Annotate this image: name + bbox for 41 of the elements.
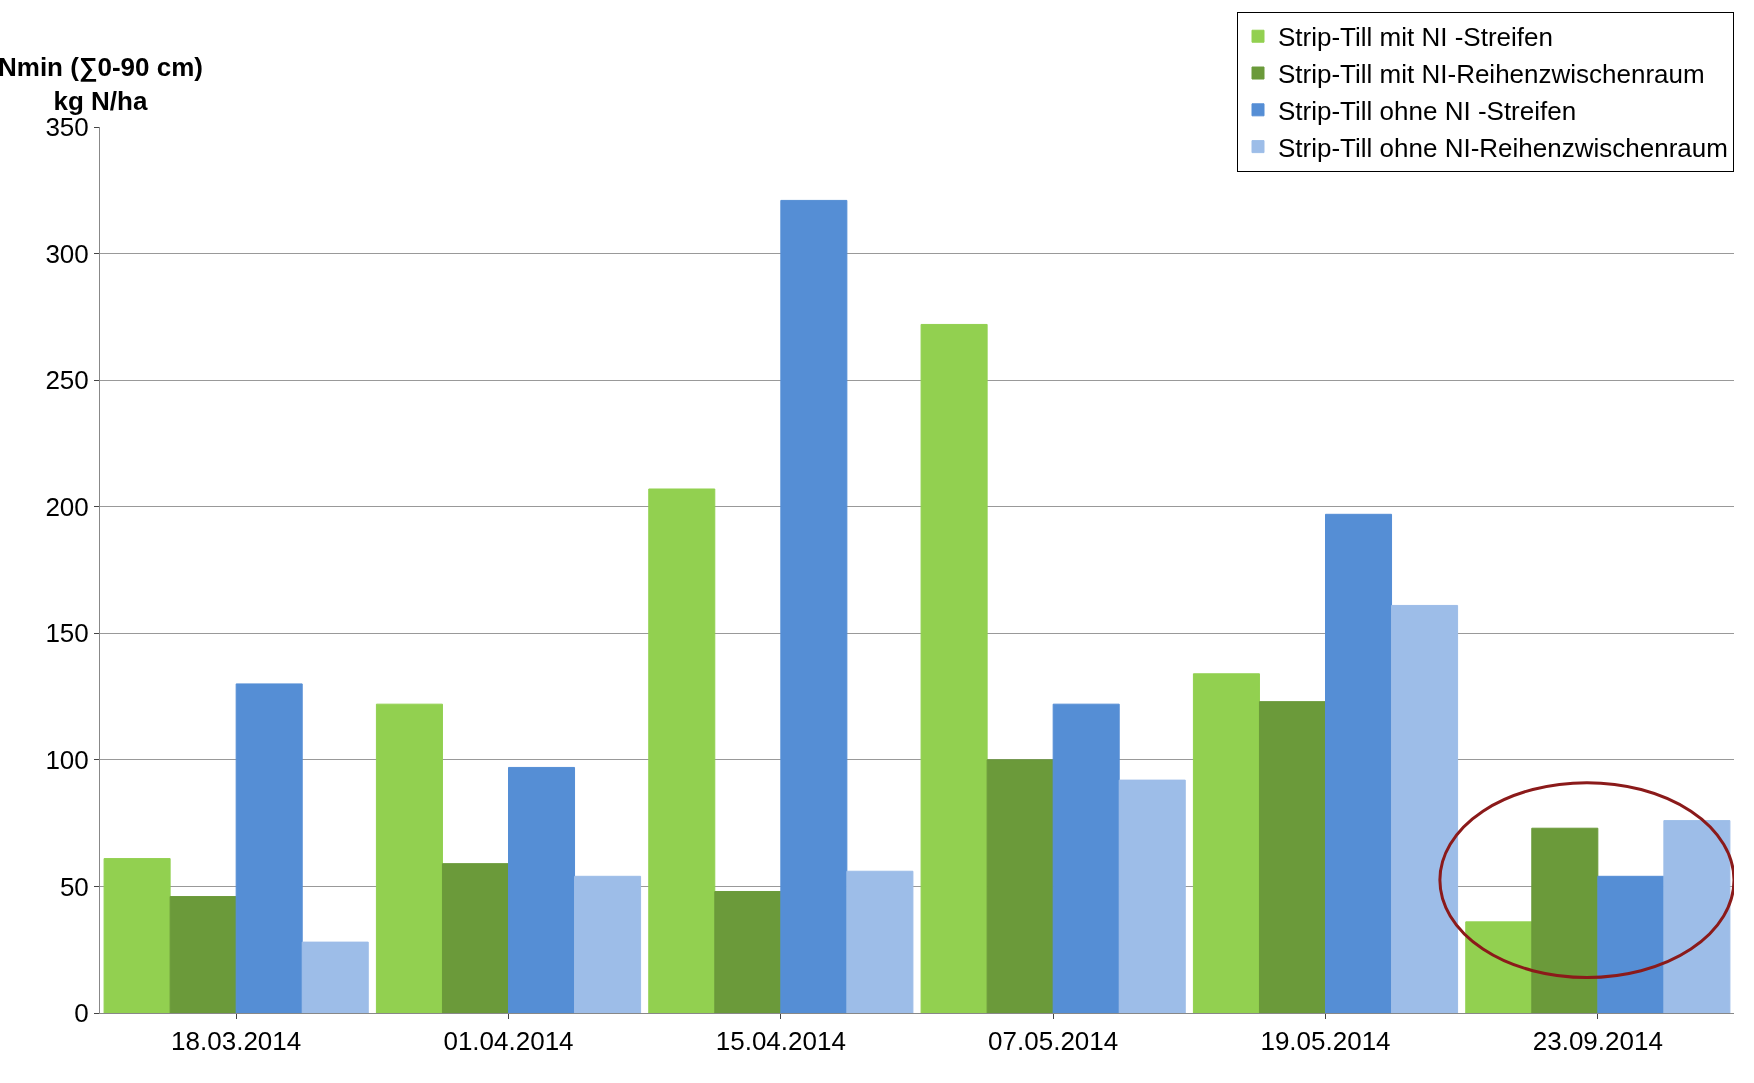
x-tick-label: 19.05.2014 — [1260, 1026, 1391, 1057]
bar — [846, 870, 914, 1013]
bar — [986, 759, 1054, 1013]
legend-label: Strip-Till ohne NI-Reihenzwischenraum — [1278, 132, 1728, 163]
bar — [714, 890, 782, 1013]
y-tick-label: 100 — [45, 744, 89, 775]
bar — [1192, 673, 1260, 1013]
legend-label: Strip-Till mit NI-Reihenzwischenraum — [1278, 59, 1705, 90]
x-tick-label: 01.04.2014 — [443, 1026, 574, 1057]
y-tick-label: 300 — [45, 238, 89, 269]
bar — [375, 703, 443, 1013]
legend-label: Strip-Till ohne NI -Streifen — [1278, 95, 1577, 126]
bar — [1391, 604, 1459, 1013]
bar — [441, 863, 509, 1013]
bar — [780, 199, 848, 1013]
bar — [574, 875, 642, 1013]
bar — [1531, 827, 1599, 1013]
x-tick-label: 23.09.2014 — [1532, 1026, 1663, 1057]
x-tick-label: 07.05.2014 — [988, 1026, 1119, 1057]
bar — [1325, 513, 1393, 1013]
bar — [301, 941, 369, 1013]
bar — [1118, 779, 1186, 1013]
y-tick-label: 50 — [59, 871, 89, 902]
legend-label: Strip-Till mit NI -Streifen — [1278, 22, 1553, 53]
bar — [1663, 820, 1731, 1013]
bar — [1465, 921, 1533, 1013]
y-tick-label: 250 — [45, 365, 89, 396]
bar — [1597, 875, 1665, 1013]
bar — [169, 896, 237, 1013]
y-tick-label: 0 — [74, 998, 89, 1029]
bar — [920, 323, 988, 1013]
bar — [1258, 701, 1326, 1013]
bar — [1052, 703, 1120, 1013]
bar — [235, 683, 303, 1013]
y-tick-label: 150 — [45, 618, 89, 649]
bar — [648, 488, 716, 1013]
bar — [508, 766, 576, 1013]
y-tick-label: 200 — [45, 491, 89, 522]
x-tick-label: 18.03.2014 — [171, 1026, 302, 1057]
x-tick-label: 15.04.2014 — [715, 1026, 846, 1057]
bar — [103, 858, 171, 1013]
